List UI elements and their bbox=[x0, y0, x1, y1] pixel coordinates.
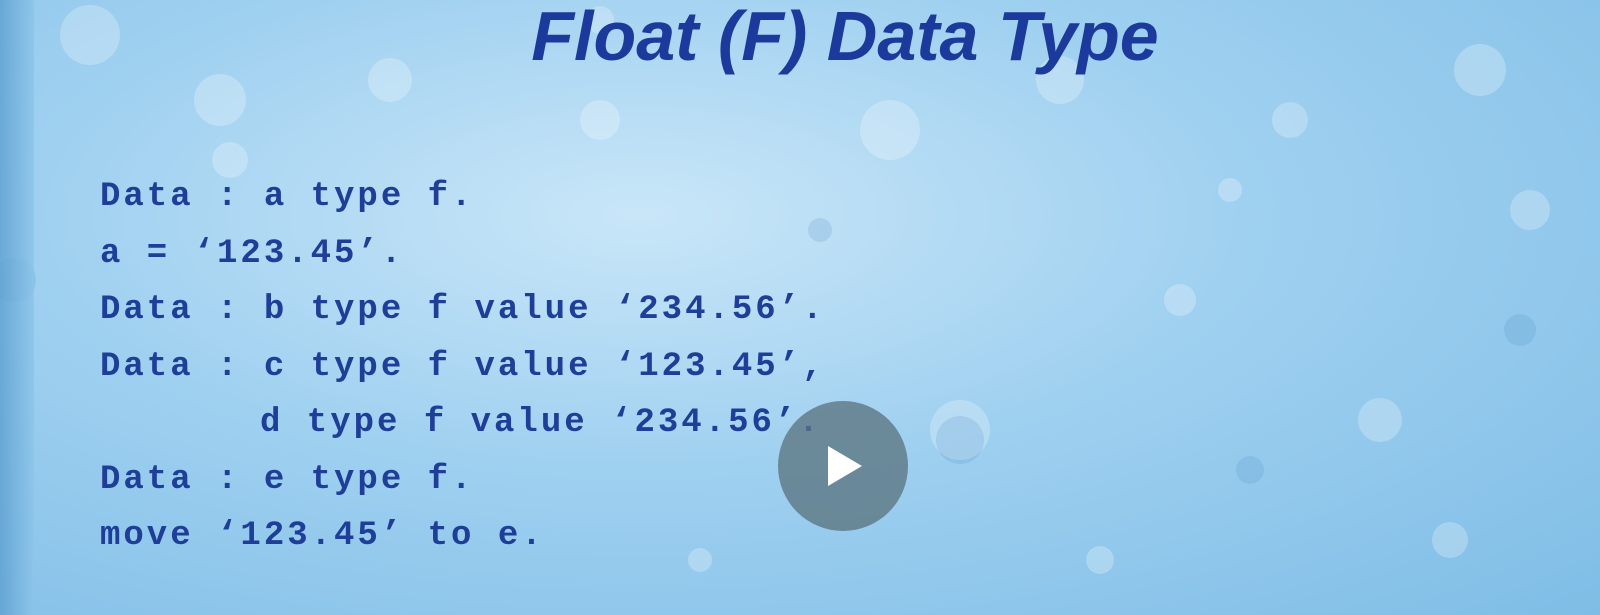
code-line: d type f value ‘234.56’. bbox=[260, 404, 822, 442]
slide-title: Float (F) Data Type bbox=[531, 0, 1159, 75]
code-line: Data : a type f. bbox=[100, 178, 475, 216]
code-line: Data : e type f. bbox=[100, 460, 475, 499]
code-line: Data : c type f value ‘123.45’, bbox=[100, 347, 826, 386]
code-line: Data : b type f value ‘234.56’. bbox=[100, 291, 826, 329]
left-edge bbox=[0, 0, 34, 615]
code-block: Data : a type f. a = ‘123.45’. Data : b … bbox=[100, 172, 826, 568]
code-line: a = ‘123.45’. bbox=[100, 234, 405, 273]
play-button[interactable] bbox=[778, 401, 908, 531]
code-line: move ‘123.45’ to e. bbox=[100, 517, 545, 555]
play-icon bbox=[778, 401, 908, 531]
